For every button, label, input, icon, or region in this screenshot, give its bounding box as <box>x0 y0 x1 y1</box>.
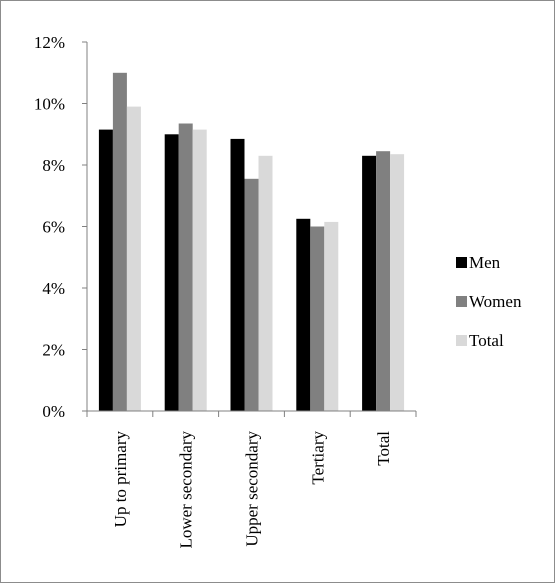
legend-label-total: Total <box>469 331 504 350</box>
x-category-label: Upper secondary <box>243 431 262 547</box>
bar-men-3 <box>296 218 311 411</box>
bar-women-4 <box>376 151 391 411</box>
bar-total-0 <box>126 106 141 411</box>
plot-area <box>98 72 405 412</box>
x-category-label: Tertiary <box>308 431 327 485</box>
bar-total-4 <box>390 154 405 411</box>
bar-women-0 <box>112 72 127 412</box>
legend-label-men: Men <box>469 253 501 272</box>
x-category-label: Lower secondary <box>177 431 196 549</box>
y-tick-label: 10% <box>34 95 65 114</box>
bar-women-2 <box>244 178 259 411</box>
legend-swatch-men <box>456 257 467 268</box>
legend-swatch-total <box>456 335 467 346</box>
bar-women-1 <box>178 123 193 411</box>
x-category-label: Up to primary <box>111 431 130 528</box>
bar-total-2 <box>258 155 273 411</box>
bar-total-1 <box>192 129 207 411</box>
y-axis: 0% 2% 4% 6% 8% 10% 12% <box>34 33 88 421</box>
legend-label-women: Women <box>469 292 522 311</box>
legend: Men Women Total <box>456 253 522 350</box>
bar-women-3 <box>310 226 325 411</box>
bar-men-1 <box>164 134 179 412</box>
y-tick-label: 8% <box>42 156 65 175</box>
bar-men-4 <box>362 155 377 411</box>
x-category-label: Total <box>374 431 393 466</box>
y-tick-label: 4% <box>42 279 65 298</box>
x-axis: Up to primary Lower secondary Upper second… <box>86 410 417 549</box>
y-tick-label: 12% <box>34 33 65 52</box>
bar-men-2 <box>230 138 245 411</box>
bar-total-3 <box>324 221 339 411</box>
y-tick-label: 6% <box>42 218 65 237</box>
y-tick-label: 2% <box>42 341 65 360</box>
y-tick-label: 0% <box>42 402 65 421</box>
legend-swatch-women <box>456 296 467 307</box>
bar-men-0 <box>98 129 113 411</box>
